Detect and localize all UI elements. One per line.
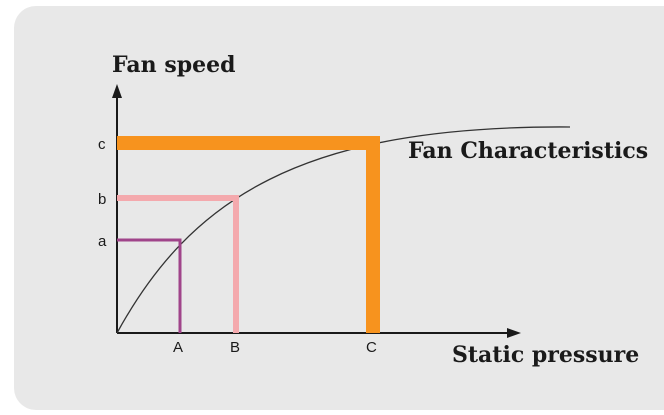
speed-label-c: c	[98, 136, 106, 153]
y-axis-arrow	[112, 84, 122, 98]
speed-label-b: b	[98, 191, 106, 208]
fan-characteristic-curve	[116, 126, 571, 334]
diagram-background	[14, 6, 664, 410]
pressure-label-b: B	[230, 339, 240, 356]
pressure-label-c: C	[366, 339, 377, 356]
pressure-label-a: A	[173, 339, 183, 356]
operating-point-a-lines	[117, 238, 182, 333]
curve-label: Fan Characteristics	[408, 138, 648, 164]
y-axis-label: Fan speed	[112, 52, 235, 78]
x-axis-arrow	[507, 328, 521, 338]
operating-point-b-lines	[117, 195, 239, 333]
x-axis-label: Static pressure	[452, 342, 639, 368]
operating-point-c-lines	[117, 136, 380, 333]
speed-label-a: a	[98, 233, 107, 250]
